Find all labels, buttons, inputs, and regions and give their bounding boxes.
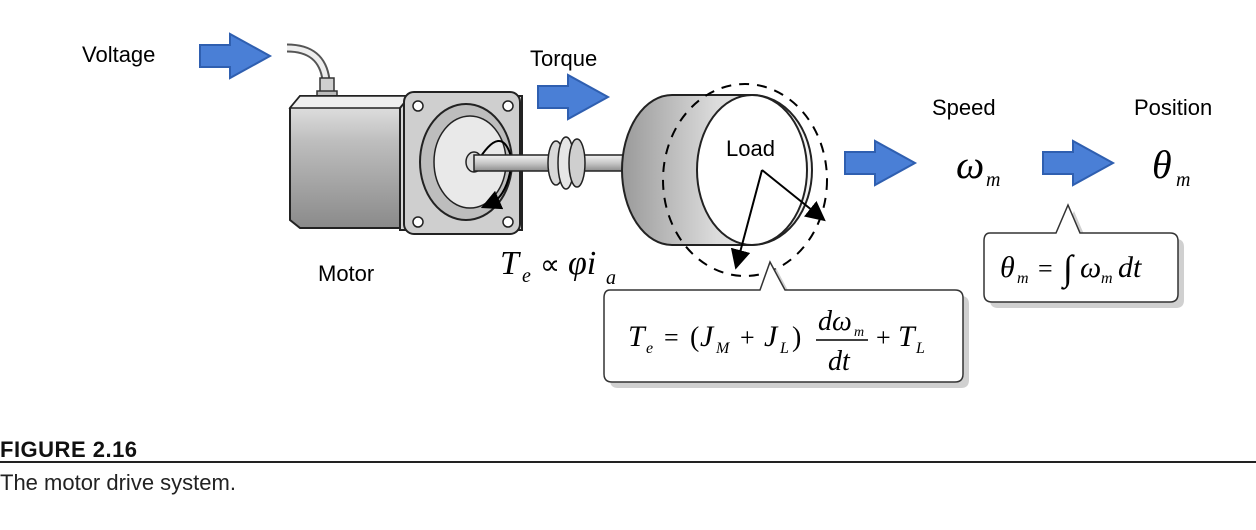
caption-divider xyxy=(0,461,1256,463)
svg-text:T: T xyxy=(898,320,917,353)
svg-text:a: a xyxy=(606,267,616,289)
svg-text:m: m xyxy=(854,325,864,340)
motor-drive-diagram: Voltage Torque Load Motor xyxy=(82,32,1212,388)
svg-text:J: J xyxy=(764,320,779,353)
svg-text:m: m xyxy=(986,169,1000,191)
svg-text:+: + xyxy=(876,323,891,352)
svg-text:θ: θ xyxy=(1000,251,1015,284)
position-symbol: θ m xyxy=(1152,142,1190,191)
motor xyxy=(288,91,523,235)
speed-symbol: ω m xyxy=(956,142,1000,191)
coupling xyxy=(547,136,586,190)
svg-text:): ) xyxy=(792,322,801,353)
svg-text:dt: dt xyxy=(1118,251,1142,284)
dynamics-callout: T e = ( J M + J L ) dω m dt + T L xyxy=(603,260,969,388)
svg-text:T: T xyxy=(500,245,521,282)
svg-text:m: m xyxy=(1176,169,1190,191)
svg-text:∫: ∫ xyxy=(1061,248,1075,290)
torque-relation-equation: T e ∝ φi a xyxy=(500,245,616,289)
figure-caption-text: The motor drive system. xyxy=(0,470,236,495)
svg-text:ω: ω xyxy=(956,142,984,187)
svg-text:T: T xyxy=(628,320,647,353)
svg-text:=: = xyxy=(1038,254,1053,283)
motor-label: Motor xyxy=(318,261,374,286)
load-dashed-orbit xyxy=(662,83,828,277)
svg-text:e: e xyxy=(522,265,531,287)
svg-text:=: = xyxy=(664,323,679,352)
svg-text:dω: dω xyxy=(818,306,852,337)
svg-text:m: m xyxy=(1017,270,1029,287)
position-arrow-icon xyxy=(1042,139,1116,187)
speed-arrow-icon xyxy=(844,139,918,187)
position-label: Position xyxy=(1134,95,1212,120)
load-label: Load xyxy=(726,136,775,161)
voltage-label: Voltage xyxy=(82,42,155,67)
torque-label: Torque xyxy=(530,46,597,71)
svg-text:θ: θ xyxy=(1152,142,1172,187)
svg-text:ω: ω xyxy=(1080,251,1101,284)
svg-text:M: M xyxy=(715,340,731,357)
speed-label: Speed xyxy=(932,95,996,120)
svg-text:(: ( xyxy=(690,322,699,353)
svg-text:+: + xyxy=(740,323,755,352)
svg-text:L: L xyxy=(915,340,925,357)
svg-text:L: L xyxy=(779,340,789,357)
svg-text:dt: dt xyxy=(828,346,851,377)
load-cylinder xyxy=(621,94,813,246)
voltage-arrow-icon xyxy=(199,32,273,80)
cable-connector xyxy=(319,77,335,93)
svg-text:e: e xyxy=(646,340,653,357)
torque-arrow-icon xyxy=(537,73,611,121)
svg-text:φi: φi xyxy=(568,245,596,282)
svg-text:m: m xyxy=(1101,270,1113,287)
svg-text:J: J xyxy=(700,320,715,353)
integral-callout: θ m = ∫ ω m dt xyxy=(983,203,1184,308)
figure-caption-title: FIGURE 2.16 xyxy=(0,437,138,462)
svg-text:∝: ∝ xyxy=(540,250,560,281)
